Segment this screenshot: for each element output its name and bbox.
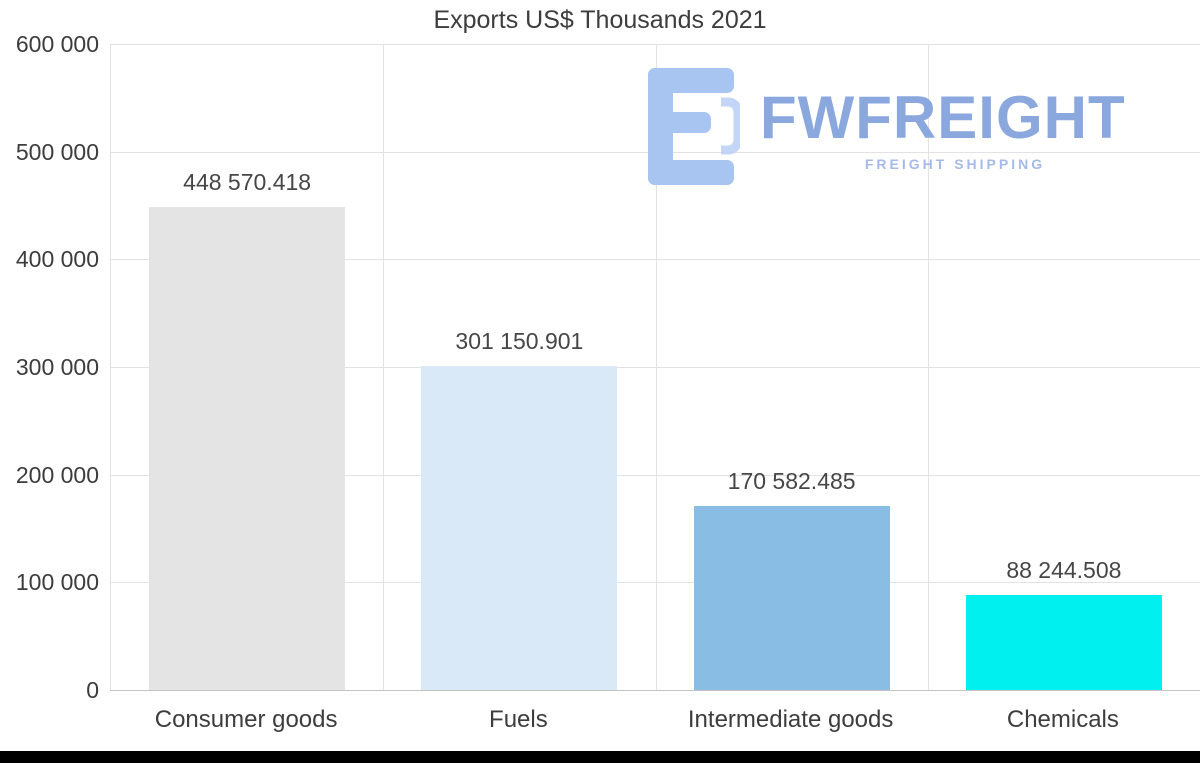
x-axis: Consumer goods Fuels Intermediate goods Che… (110, 706, 1199, 742)
y-axis-tick-label: 200 000 (15, 461, 99, 488)
bar-fuels (421, 365, 618, 690)
chart-column: 301 150.901 (383, 44, 657, 690)
x-axis-category-label: Fuels (489, 706, 548, 733)
y-axis-tick-label: 400 000 (15, 246, 99, 273)
chart-column: 448 570.418 (111, 44, 385, 690)
y-axis-tick-label: 500 000 (15, 138, 99, 165)
x-axis-category-label: Chemicals (1006, 706, 1119, 733)
bar-intermediate-goods (693, 506, 890, 690)
watermark-brand: FWFREIGHT (760, 84, 1126, 151)
watermark-text: FWFREIGHT FREIGHT SHIPPING (760, 84, 1150, 173)
y-axis: 600 000 500 000 400 000 300 000 200 000 100 0… (0, 0, 99, 763)
chart-column: 88 244.508 (928, 44, 1200, 690)
watermark: FWFREIGHT FREIGHT SHIPPING (648, 66, 1158, 192)
watermark-tagline: FREIGHT SHIPPING (864, 156, 1046, 172)
bar-value-label: 88 244.508 (1006, 557, 1122, 583)
x-axis-category-label: Consumer goods (154, 706, 338, 733)
x-axis-category-label: Intermediate goods (687, 706, 894, 733)
bar-value-label: 301 150.901 (455, 327, 584, 354)
y-axis-tick-label: 0 (86, 677, 99, 703)
bottom-black-strip (0, 751, 1200, 763)
y-axis-tick-label: 600 000 (15, 31, 99, 57)
y-axis-tick-label: 300 000 (15, 354, 99, 380)
bar-value-label: 170 582.485 (727, 468, 856, 495)
chart-column: 170 582.485 (656, 44, 929, 690)
y-axis-tick-label: 100 000 (15, 569, 99, 596)
bar-consumer-goods (149, 207, 346, 690)
chart-title: Exports US$ Thousands 2021 (433, 6, 767, 34)
plot-area: 448 570.418 301 150.901 170 582.485 88 244.… (110, 44, 1200, 691)
bar-value-label: 448 570.418 (183, 169, 312, 196)
bar-chemicals (965, 595, 1162, 690)
fwfreight-logo-icon (648, 68, 740, 185)
